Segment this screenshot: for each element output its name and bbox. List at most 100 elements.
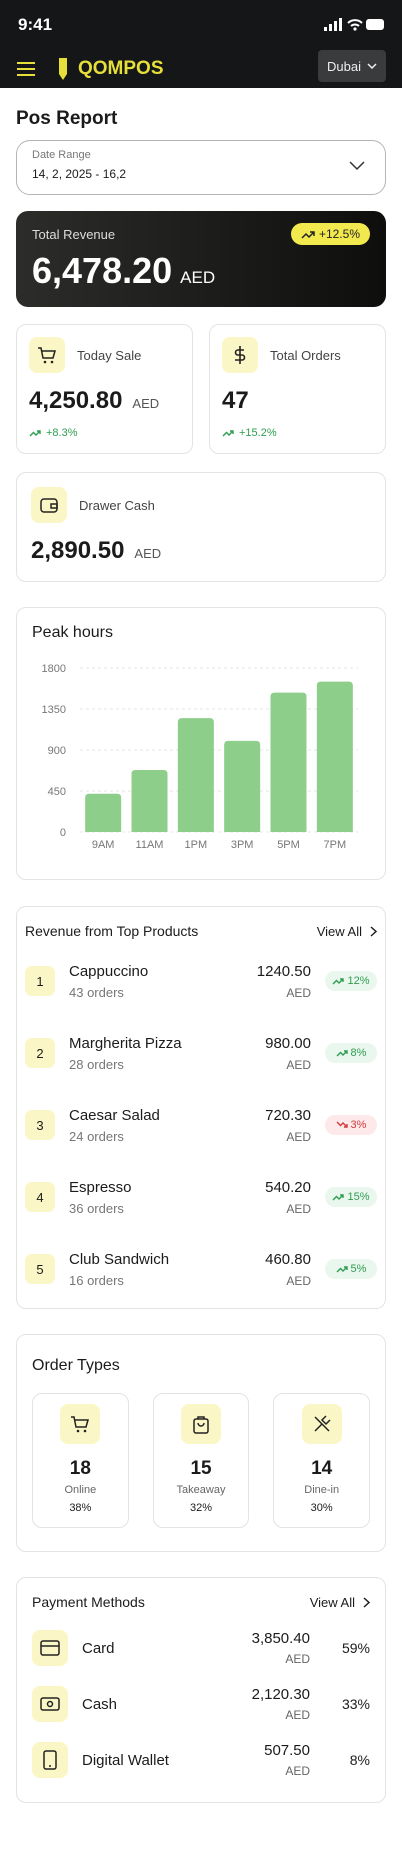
orders: 24 orders [69, 1128, 124, 1144]
bar [316, 681, 353, 832]
currency: AED [286, 985, 311, 1000]
section-title: Order Types [32, 1357, 120, 1374]
drawer-card: Drawer Cash 2,890.50 AED [16, 472, 386, 582]
change: +8.3% [46, 427, 78, 439]
change-badge: 15% [325, 1187, 377, 1207]
change-badge: 3% [325, 1115, 377, 1135]
amount: 980.00 [265, 1034, 311, 1052]
time: 9:41 [18, 15, 53, 34]
rank: 1 [25, 966, 55, 996]
amount: 3,850.40 [251, 1630, 310, 1647]
revenue-change: +12.5% [290, 223, 370, 245]
type-label: Takeaway [176, 1484, 226, 1496]
amount: 720.30 [265, 1106, 311, 1124]
product-name: Caesar Salad 24 orders [69, 1107, 231, 1144]
change-badge: 5% [325, 1259, 377, 1279]
bar [85, 793, 122, 832]
date-value: 14, 2, 2025 - 16,2 [32, 167, 127, 181]
payment-name: Digital Wallet [82, 1751, 169, 1769]
name: Espresso [69, 1178, 132, 1196]
payment-icon [32, 1686, 68, 1722]
share: 32% [189, 1502, 213, 1514]
logo: QOMPOS [56, 56, 164, 82]
date-label: Date Range [32, 149, 91, 161]
peak-card: Peak hours 0 450 900 1350 1800 9AM 11AM 1PM 3PM 5… [16, 607, 386, 880]
revenue-currency: AED [180, 268, 216, 287]
rank: 4 [25, 1182, 55, 1212]
product-name: Espresso 36 orders [69, 1179, 231, 1216]
payment-amount: 507.50 AED [264, 1742, 310, 1778]
drawer-label: Drawer Cash [79, 497, 155, 513]
top-bar: QOMPOS Dubai [0, 50, 402, 88]
logo-text: QOMPOS [78, 58, 164, 79]
rank: 2 [25, 1038, 55, 1068]
x-tick-label: 7PM [324, 839, 347, 851]
share: 38% [69, 1502, 92, 1514]
view-all[interactable]: View All [310, 1595, 370, 1610]
product-name: Margherita Pizza 28 orders [69, 1035, 231, 1072]
name: Cappuccino [69, 962, 149, 980]
view-all-text: View All [316, 923, 362, 939]
product-amount: 460.80 AED [231, 1251, 311, 1288]
product-row: 2 Margherita Pizza 28 orders 980.00 AED 8% [25, 1017, 377, 1089]
share: 30% [310, 1502, 333, 1514]
name: Caesar Salad [69, 1106, 160, 1124]
stat-change: +15.2% [222, 427, 373, 439]
change: 3% [350, 1119, 367, 1131]
payment-row: Digital Wallet 507.50 AED 8% [32, 1732, 370, 1788]
orders: 28 orders [69, 1056, 124, 1072]
stat-icon [222, 337, 258, 373]
change: 15% [347, 1191, 370, 1203]
stat-header: Today Sale [29, 337, 180, 373]
share: 59% [341, 1640, 370, 1656]
product-amount: 980.00 AED [231, 1035, 311, 1072]
date-range[interactable]: Date Range 14, 2, 2025 - 16,2 [16, 140, 386, 195]
product-row: 1 Cappuccino 43 orders 1240.50 AED 12% [25, 945, 377, 1017]
bar [131, 770, 168, 832]
currency: AED [132, 396, 160, 411]
type-label: Online [64, 1484, 97, 1496]
section-title: Revenue from Top Products [25, 923, 199, 939]
count: 14 [311, 1458, 333, 1479]
amount: 47 [222, 387, 249, 414]
order-icon [181, 1404, 221, 1444]
chart-title: Peak hours [32, 624, 113, 641]
view-all[interactable]: View All [317, 924, 377, 939]
payment-methods: Payment Methods View All Card 3,850.40 AED 59… [16, 1577, 386, 1803]
change: 8% [350, 1047, 367, 1059]
order-types: Order Types 18 Online 38% 15 Takeaway 32% 14 Din… [16, 1334, 386, 1552]
amount: 1240.50 [256, 962, 311, 980]
status-bar: 9:41 [0, 0, 402, 50]
amount: 507.50 [264, 1742, 310, 1759]
order-type-card: 18 Online 38% [32, 1393, 129, 1528]
product-row: 3 Caesar Salad 24 orders 720.30 AED 3% [25, 1089, 377, 1161]
product-amount: 1240.50 AED [231, 963, 311, 1000]
product-amount: 720.30 AED [231, 1107, 311, 1144]
order-icon [301, 1404, 342, 1444]
city: Dubai [327, 58, 361, 74]
payment-icon [32, 1742, 68, 1778]
status-icons [324, 18, 384, 31]
drawer-currency: AED [134, 546, 162, 561]
order-type-card: 15 Takeaway 32% [152, 1393, 250, 1528]
drawer-amount: 2,890.50 [31, 537, 125, 564]
x-tick-label: 11AM [136, 839, 164, 851]
amount: 2,120.30 [251, 1686, 310, 1703]
top-products: Revenue from Top Products View All 1 Cappuc… [16, 906, 386, 1309]
orders: 43 orders [69, 984, 124, 1000]
stat-amount: 47 [222, 387, 373, 415]
page-title: Pos Report [16, 108, 118, 129]
y-tick-label: 0 [60, 827, 66, 839]
amount: 4,250.80 [29, 387, 123, 414]
y-tick-label: 900 [48, 745, 66, 757]
change-badge: 12% [325, 971, 377, 991]
stat-change: +8.3% [29, 427, 180, 439]
y-tick-label: 450 [48, 786, 66, 798]
menu-button[interactable] [16, 61, 36, 77]
payment-amount: 2,120.30 AED [252, 1686, 310, 1722]
amount: 460.80 [265, 1250, 311, 1268]
product-name: Cappuccino 43 orders [69, 963, 231, 1000]
section-title: Payment Methods [32, 1594, 145, 1610]
city-select[interactable]: Dubai [318, 50, 386, 82]
change-text: +12.5% [318, 227, 360, 241]
